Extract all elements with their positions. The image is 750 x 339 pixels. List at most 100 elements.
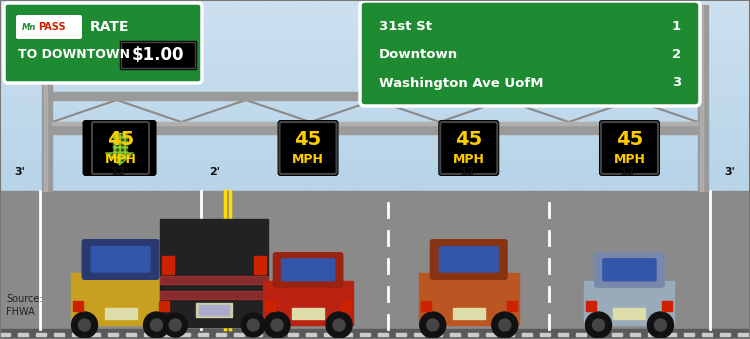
Bar (108, 333, 118, 336)
Bar (702, 333, 712, 336)
Circle shape (170, 319, 182, 331)
Bar (160, 219, 268, 327)
Bar (90, 333, 100, 336)
Bar (648, 333, 658, 336)
Circle shape (143, 312, 170, 338)
Bar (270, 333, 280, 336)
Circle shape (126, 139, 129, 141)
Circle shape (106, 164, 109, 166)
Circle shape (126, 154, 129, 156)
Bar (421, 301, 430, 311)
Bar (254, 256, 266, 274)
Circle shape (131, 139, 134, 141)
Circle shape (126, 164, 129, 166)
Bar (18, 333, 28, 336)
Text: MPH: MPH (453, 153, 484, 166)
Circle shape (131, 154, 134, 156)
Bar (292, 308, 324, 319)
Circle shape (111, 149, 114, 151)
Bar (196, 303, 232, 317)
Bar (73, 301, 82, 311)
Circle shape (131, 159, 134, 161)
Text: TO DOWNTOWN: TO DOWNTOWN (18, 48, 130, 61)
Bar (42, 5, 52, 191)
Text: Mn: Mn (22, 22, 36, 32)
FancyBboxPatch shape (82, 239, 160, 280)
Text: 12': 12' (459, 167, 478, 177)
Bar (360, 333, 370, 336)
Bar (504, 333, 514, 336)
Bar (450, 333, 460, 336)
Circle shape (111, 144, 114, 146)
Circle shape (647, 312, 674, 338)
Bar (558, 333, 568, 336)
Text: MPH: MPH (292, 153, 324, 166)
Text: MPH: MPH (104, 153, 136, 166)
Circle shape (122, 164, 124, 166)
Bar (216, 333, 226, 336)
Circle shape (106, 154, 109, 156)
Text: PASS: PASS (38, 22, 66, 32)
Text: 31st St: 31st St (379, 20, 432, 34)
FancyBboxPatch shape (438, 120, 500, 176)
Circle shape (116, 129, 118, 131)
Polygon shape (106, 153, 134, 165)
Bar (306, 333, 316, 336)
Circle shape (655, 319, 667, 331)
Circle shape (242, 313, 266, 337)
Circle shape (116, 139, 118, 141)
Bar (72, 333, 82, 336)
Bar (630, 333, 640, 336)
FancyBboxPatch shape (599, 120, 660, 176)
Circle shape (122, 134, 124, 136)
Bar (160, 291, 268, 299)
Circle shape (106, 149, 109, 151)
FancyBboxPatch shape (16, 15, 82, 39)
Bar (162, 333, 172, 336)
FancyBboxPatch shape (278, 120, 338, 176)
Bar (612, 333, 622, 336)
Bar (432, 333, 442, 336)
Bar (720, 333, 730, 336)
FancyBboxPatch shape (4, 3, 202, 83)
Circle shape (116, 144, 118, 146)
Circle shape (122, 149, 124, 151)
Bar (70, 273, 170, 325)
Circle shape (116, 164, 118, 166)
Circle shape (116, 134, 118, 136)
Bar (378, 333, 388, 336)
Text: 3': 3' (15, 167, 26, 177)
Circle shape (122, 139, 124, 141)
FancyBboxPatch shape (439, 246, 499, 273)
Bar (698, 5, 708, 191)
Bar (144, 333, 154, 336)
Circle shape (131, 164, 134, 166)
Bar (180, 333, 190, 336)
Bar (0, 329, 750, 339)
Circle shape (111, 134, 114, 136)
Bar (265, 301, 275, 311)
Bar (252, 333, 262, 336)
Circle shape (151, 319, 163, 331)
Circle shape (248, 319, 259, 331)
Bar (324, 333, 334, 336)
Bar (594, 333, 604, 336)
FancyBboxPatch shape (280, 258, 335, 281)
Bar (104, 308, 136, 319)
Bar (162, 256, 174, 274)
Circle shape (111, 164, 114, 166)
Bar (36, 333, 46, 336)
Circle shape (106, 129, 109, 131)
FancyBboxPatch shape (91, 246, 151, 273)
Bar (53, 122, 698, 134)
Bar (700, 5, 703, 191)
Bar (540, 333, 550, 336)
Circle shape (164, 313, 188, 337)
Circle shape (492, 312, 517, 338)
Text: Washington Ave UofM: Washington Ave UofM (379, 77, 544, 89)
Circle shape (131, 144, 134, 146)
Circle shape (71, 312, 98, 338)
Circle shape (271, 319, 283, 331)
Text: 2': 2' (209, 167, 220, 177)
Bar (263, 281, 353, 325)
